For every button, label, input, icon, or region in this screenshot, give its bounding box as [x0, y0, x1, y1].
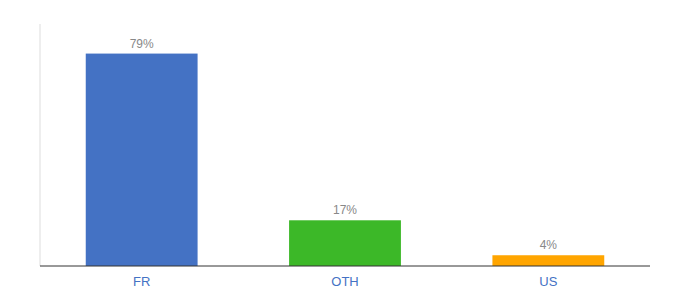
bar: [492, 255, 604, 266]
bars: [86, 54, 605, 266]
x-tick-label: OTH: [331, 274, 358, 289]
data-label: 79%: [130, 37, 154, 51]
x-axis-line: [40, 266, 650, 267]
x-tick-label: US: [539, 274, 557, 289]
x-tick-label: FR: [133, 274, 150, 289]
y-axis-line: [40, 24, 41, 266]
data-label: 4%: [540, 238, 558, 252]
chart-svg: 79% 17% 4% FR OTH US: [0, 0, 680, 300]
chart-container: 79% 17% 4% FR OTH US: [0, 0, 680, 300]
data-label: 17%: [333, 203, 357, 217]
bar: [86, 54, 198, 266]
x-ticks: FR OTH US: [133, 274, 558, 289]
data-labels: 79% 17% 4%: [130, 37, 558, 253]
bar: [289, 220, 401, 266]
